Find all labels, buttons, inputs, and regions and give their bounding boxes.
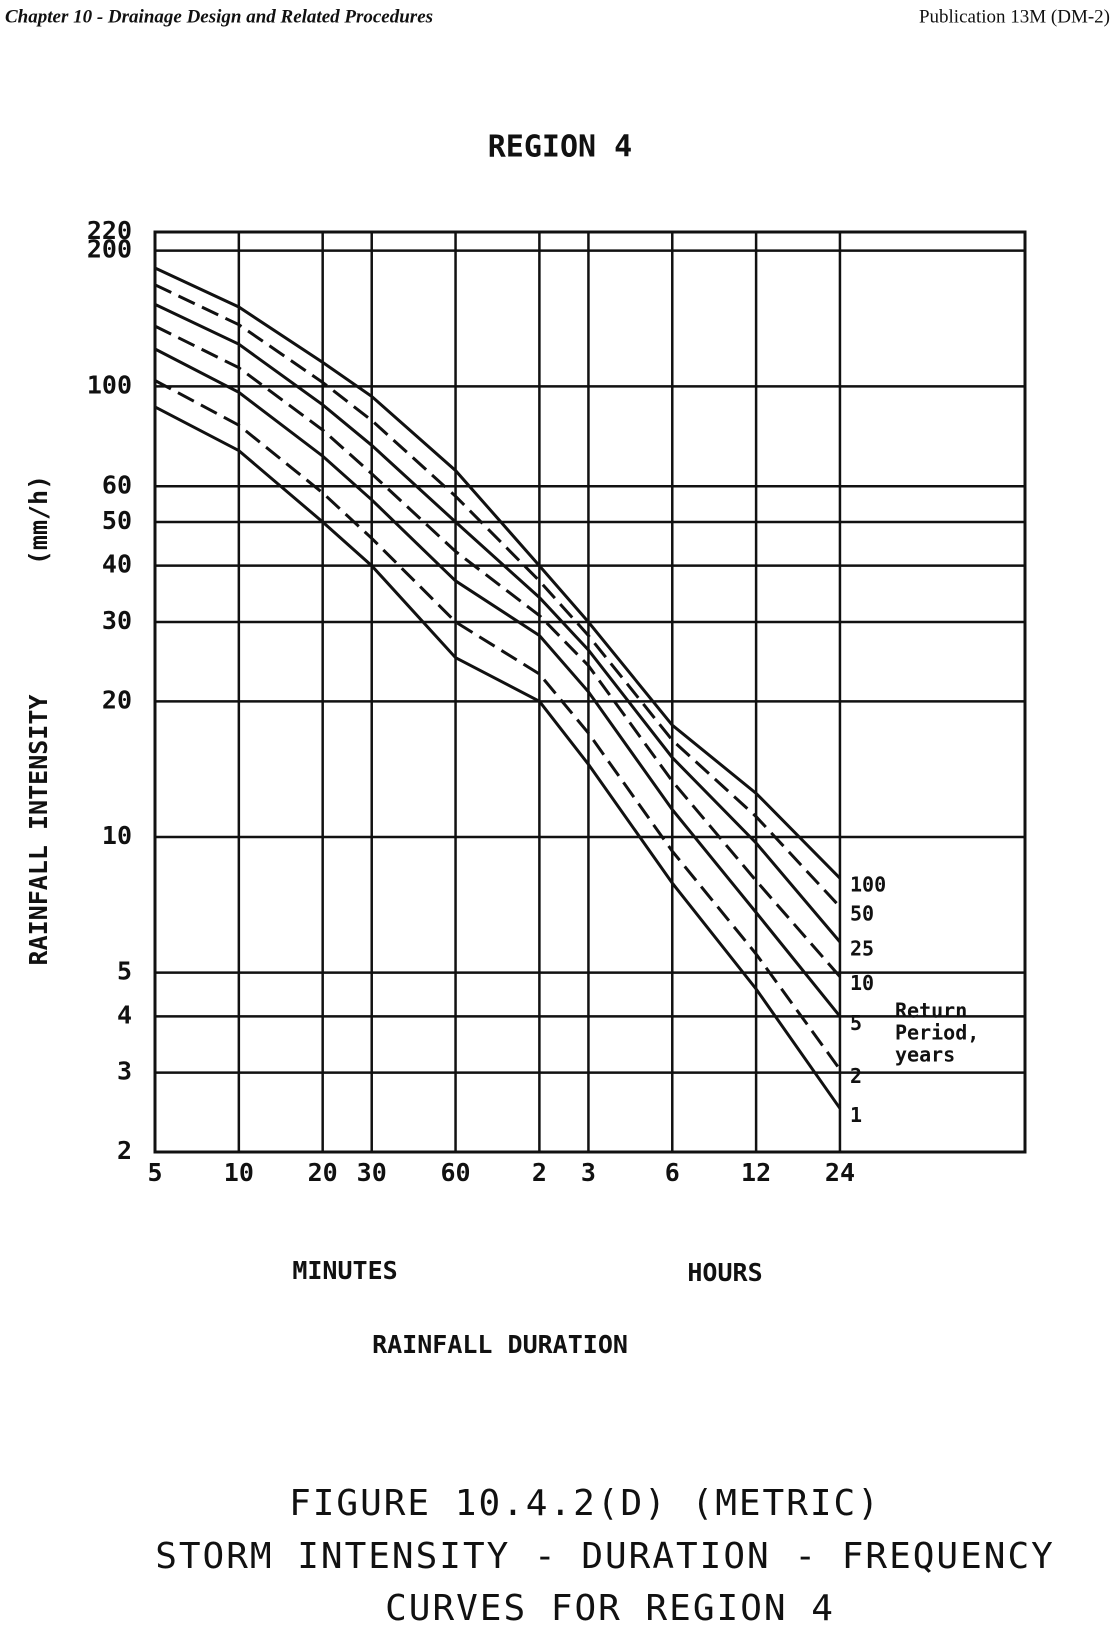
- y-tick-label: 10: [102, 821, 132, 850]
- y-tick-label: 40: [102, 550, 132, 579]
- y-tick-label: 20: [102, 685, 132, 714]
- x-tick-label: 24: [825, 1158, 855, 1187]
- x-unit-hours: HOURS: [687, 1258, 762, 1287]
- y-tick-label: 100: [87, 370, 132, 399]
- header-left: Chapter 10 - Drainage Design and Related…: [5, 6, 433, 27]
- caption-line: STORM INTENSITY - DURATION - FREQUENCY: [155, 1536, 1055, 1577]
- series-label: 10: [850, 971, 874, 995]
- series-label: 25: [850, 936, 874, 960]
- x-tick-label: 60: [440, 1158, 470, 1187]
- legend-title: Period,: [895, 1021, 979, 1045]
- y-tick-label: 4: [117, 1000, 132, 1029]
- legend-title: years: [895, 1043, 955, 1067]
- x-tick-label: 12: [741, 1158, 771, 1187]
- y-tick-label: 2: [117, 1136, 132, 1165]
- x-unit-minutes: MINUTES: [292, 1256, 397, 1285]
- x-tick-label: 20: [308, 1158, 338, 1187]
- caption-line: FIGURE 10.4.2(D) (METRIC): [289, 1483, 881, 1524]
- legend-title: Return: [895, 999, 967, 1023]
- chart-title: REGION 4: [488, 130, 633, 165]
- series-label: 100: [850, 873, 886, 897]
- x-tick-label: 30: [357, 1158, 387, 1187]
- y-tick-label: 60: [102, 470, 132, 499]
- y-axis-unit: (mm/h): [24, 475, 53, 565]
- x-tick-label: 10: [224, 1158, 254, 1187]
- series-label: 5: [850, 1011, 862, 1035]
- x-tick-label: 6: [665, 1158, 680, 1187]
- curve: [154, 303, 842, 943]
- curve: [154, 266, 841, 880]
- caption-line: CURVES FOR REGION 4: [385, 1588, 835, 1629]
- series-label: 50: [850, 901, 874, 925]
- x-axis-label: RAINFALL DURATION: [372, 1330, 628, 1359]
- y-tick-label: 3: [117, 1057, 132, 1086]
- x-tick-label: 3: [581, 1158, 596, 1187]
- curve: [154, 347, 842, 1018]
- y-tick-label: 30: [102, 606, 132, 635]
- series-label: 1: [850, 1103, 862, 1127]
- curve: [154, 324, 842, 978]
- header-right: Publication 13M (DM-2): [919, 6, 1110, 27]
- y-tick-label: 220: [87, 216, 132, 245]
- series-label: 2: [850, 1064, 862, 1088]
- curve: [154, 405, 842, 1110]
- y-axis-label: RAINFALL INTENSITY: [24, 695, 53, 966]
- y-tick-label: 50: [102, 506, 132, 535]
- y-tick-label: 200: [87, 235, 132, 264]
- y-tick-label: 5: [117, 957, 132, 986]
- x-tick-label: 2: [532, 1158, 547, 1187]
- curve: [154, 283, 841, 908]
- x-tick-label: 5: [147, 1158, 162, 1187]
